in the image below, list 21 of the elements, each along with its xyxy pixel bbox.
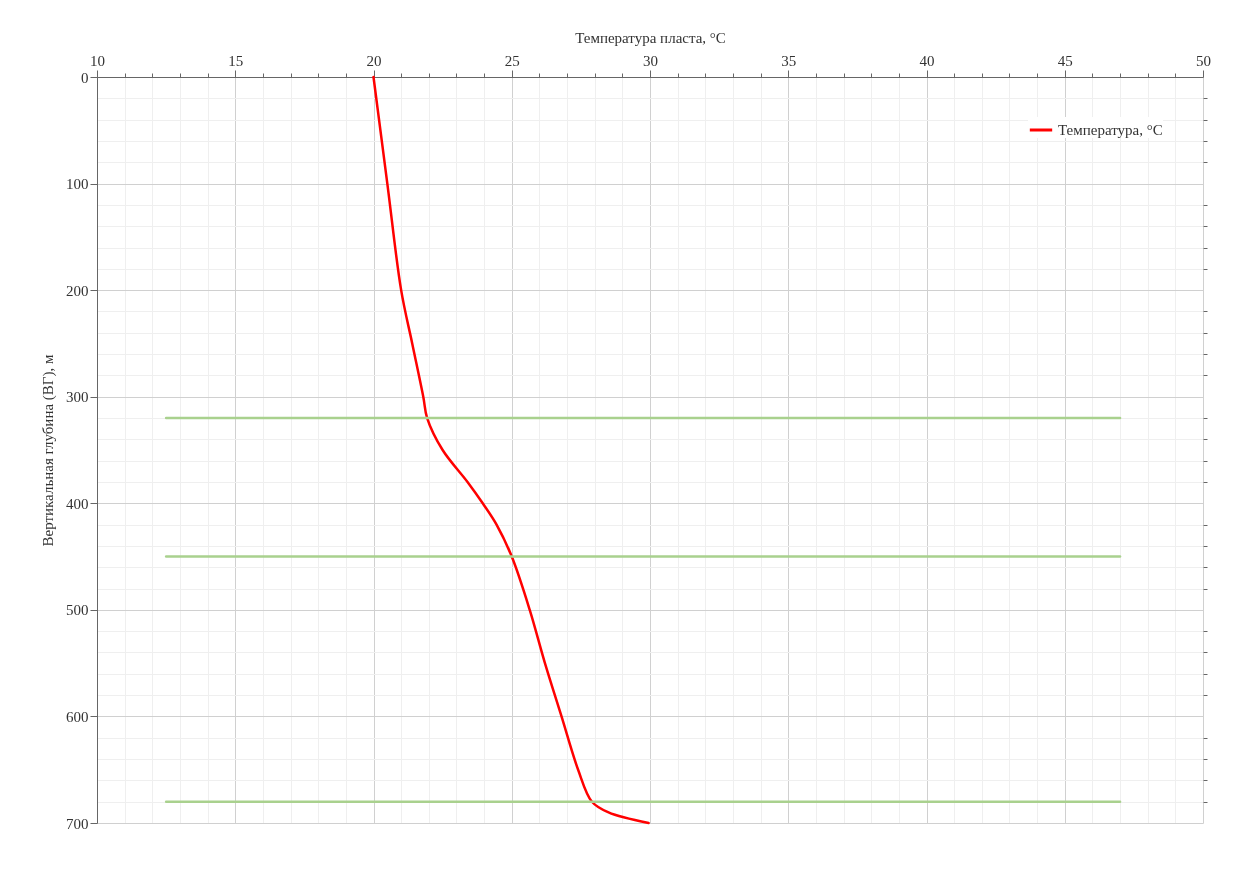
- y-axis-title: Вертикальная глубина (ВГ), м: [40, 354, 57, 547]
- y-tick-label: 500: [66, 602, 89, 619]
- x-tick-label: 45: [1057, 52, 1073, 69]
- y-tick-label: 0: [81, 69, 89, 86]
- x-tick-label: 15: [228, 52, 244, 69]
- x-tick-label: 50: [1196, 52, 1211, 69]
- x-axis-title: Температура пласта, °C: [575, 29, 726, 46]
- y-tick-label: 200: [66, 282, 89, 299]
- line-series: [372, 75, 650, 825]
- y-tick-label: 300: [66, 389, 89, 406]
- y-tick-label: 700: [66, 815, 89, 832]
- legend-label: Температура, °C: [1058, 122, 1163, 138]
- y-tick-label: 600: [66, 708, 89, 725]
- x-tick-label: 35: [781, 52, 797, 69]
- x-tick-label: 40: [919, 52, 935, 69]
- x-tick-label: 30: [643, 52, 658, 69]
- x-tick-label: 10: [90, 52, 105, 69]
- y-tick-label: 100: [66, 176, 89, 193]
- y-tick-label: 400: [66, 495, 89, 512]
- x-tick-label: 20: [366, 52, 382, 69]
- x-tick-label: 25: [504, 52, 520, 69]
